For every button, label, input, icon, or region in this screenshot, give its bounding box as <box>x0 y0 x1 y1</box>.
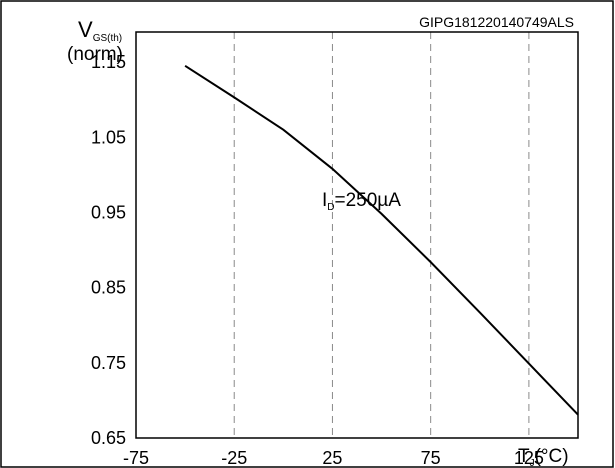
y-tick-label: 1.15 <box>91 52 126 72</box>
series-annotation-sub: D <box>327 202 334 213</box>
y-tick-label: 0.85 <box>91 278 126 298</box>
x-tick-label: 125 <box>514 448 544 468</box>
x-axis-label-unit: (°C) <box>535 446 569 467</box>
series-annotation-main: I <box>322 190 327 211</box>
y-axis-label-unit: (norm) <box>67 44 123 65</box>
y-axis-label-main: V <box>78 17 93 42</box>
series-annotation: ID=250µA <box>322 190 401 213</box>
x-tick-label: -25 <box>221 448 247 468</box>
grid-layer <box>233 32 530 438</box>
series-layer <box>184 64 579 416</box>
plot-area-frame <box>135 31 579 439</box>
reference-code: GIPG181220140749ALS <box>419 14 574 30</box>
series-annotation-rest: =250µA <box>335 190 402 211</box>
x-tick-label: -75 <box>123 448 149 468</box>
y-tick-label: 1.05 <box>91 127 126 147</box>
y-tick-label: 0.95 <box>91 202 126 222</box>
y-tick-label: 0.75 <box>91 353 126 373</box>
tick-layer: -75 -25 25 75 125 0.65 0.75 0.85 0.95 1.05 1.15 <box>91 52 544 468</box>
x-axis-label: TJ(°C) <box>518 446 569 468</box>
series-line <box>184 64 579 416</box>
y-axis-label-sub: GS(th) <box>93 33 122 44</box>
y-axis-label: VGS(th) <box>78 17 122 44</box>
x-axis-label-sub: J <box>530 458 535 468</box>
x-tick-label: 25 <box>322 448 342 468</box>
y-tick-label: 0.65 <box>91 428 126 448</box>
x-tick-label: 75 <box>421 448 441 468</box>
x-axis-label-main: T <box>518 446 530 467</box>
